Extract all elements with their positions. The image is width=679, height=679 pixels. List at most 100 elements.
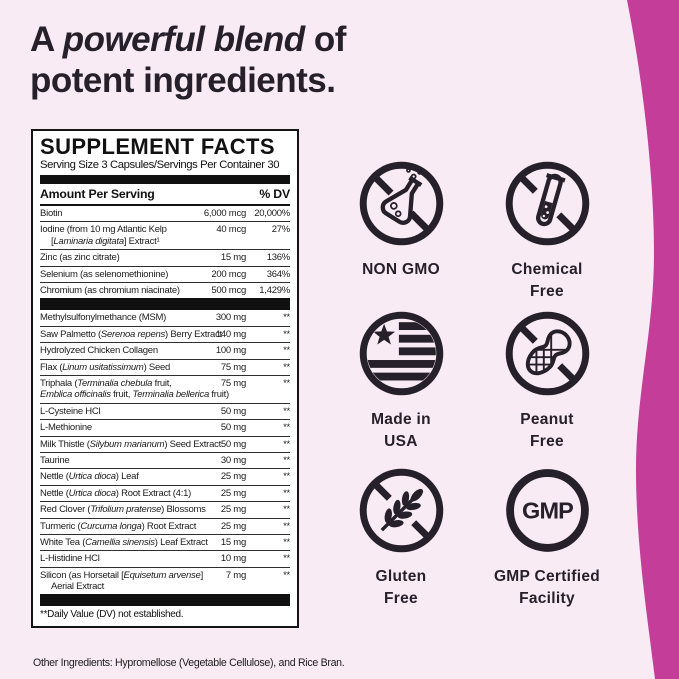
ingredient-amount: 7 mg bbox=[225, 569, 246, 581]
amount-per-serving-header: Amount Per Serving bbox=[40, 187, 155, 202]
table-row: Hydrolyzed Chicken Collagen 100 mg ** bbox=[40, 343, 290, 360]
ingredient-name: L-Cysteine HCl bbox=[40, 405, 101, 417]
ingredient-amount: 6,000 mcg bbox=[203, 208, 246, 220]
table-row: Selenium (as selenomethionine) 200 mcg 364… bbox=[40, 267, 291, 284]
ingredient-amount: 15 mg bbox=[220, 536, 246, 548]
ingredient-amount: 100 mg bbox=[215, 345, 246, 357]
ingredient-name: Flax (Linum usitatissimum) Seed bbox=[40, 361, 171, 373]
ingredient-amount: 25 mg bbox=[220, 471, 246, 483]
ingredient-dv: ** bbox=[283, 438, 290, 450]
table-row: L-Cysteine HCl 50 mg ** bbox=[40, 404, 290, 421]
badge-label: Chemical Free bbox=[511, 261, 583, 300]
ingredient-name-line2: [Laminaria digitata] Extract¹ bbox=[51, 235, 160, 247]
ingredient-amount: 25 mg bbox=[220, 487, 246, 499]
badge-chemical-free: Chemical Free bbox=[474, 160, 620, 302]
ingredient-name: Milk Thistle (Silybum marianum) Seed Ext… bbox=[40, 438, 222, 450]
table-row: Flax (Linum usitatissimum) Seed 75 mg ** bbox=[40, 360, 290, 376]
ingredient-dv: ** bbox=[283, 504, 290, 516]
page-title-emphasis: powerful blend bbox=[62, 20, 305, 59]
ingredient-name-line2: Aerial Extract bbox=[51, 581, 104, 593]
ingredient-amount: 25 mg bbox=[220, 520, 246, 532]
badge-gluten-free: Gluten Free bbox=[328, 467, 474, 609]
ingredient-amount: 10 mg bbox=[220, 553, 246, 565]
badge-label: GMP Certified Facility bbox=[493, 568, 601, 607]
ingredient-amount: 300 mg bbox=[215, 312, 246, 324]
table-row: Silicon (as Horsetail [Equisetum arvense… bbox=[40, 568, 290, 595]
ingredient-dv: 364% bbox=[266, 268, 291, 280]
daily-value-footnote: **Daily Value (DV) not established. bbox=[40, 609, 184, 621]
ingredient-amount: 75 mg bbox=[220, 361, 246, 373]
ingredient-amount: 50 mg bbox=[220, 422, 246, 434]
ingredient-amount: 140 mg bbox=[215, 328, 246, 340]
ingredient-name: Red Clover (Trifolium pratense) Blossoms bbox=[40, 504, 206, 516]
badge-label: Made in USA bbox=[371, 411, 431, 450]
column-header-row: Amount Per Serving % DV bbox=[40, 184, 290, 207]
table-row: Nettle (Urtica dioca) Leaf 25 mg ** bbox=[40, 469, 290, 486]
ingredient-dv: ** bbox=[283, 471, 290, 483]
ingredient-amount: 200 mcg bbox=[211, 268, 246, 280]
badge-made-in-usa: Made in USA bbox=[328, 310, 474, 452]
ingredient-dv: ** bbox=[283, 520, 290, 532]
ingredient-amount: 30 mg bbox=[220, 454, 246, 466]
usa-flag-icon bbox=[359, 311, 443, 396]
supplement-facts-panel: SUPPLEMENT FACTS Serving Size 3 Capsules… bbox=[31, 129, 299, 629]
blend-section: Methylsulfonylmethance (MSM) 300 mg ** Saw … bbox=[40, 310, 290, 594]
ingredient-name: Zinc (as zinc citrate) bbox=[40, 252, 120, 264]
ingredient-name-line2: Emblica officinalis fruit, Terminalia be… bbox=[40, 389, 229, 401]
gmp-circle-icon: GMP bbox=[505, 469, 589, 552]
ingredient-name: Turmeric (Curcuma longa) Root Extract bbox=[40, 520, 197, 532]
page-title-line2: potent ingredients. bbox=[30, 60, 336, 100]
badge-label: NON GMO bbox=[362, 261, 440, 278]
ingredient-name: Taurine bbox=[40, 454, 70, 466]
ingredient-dv: ** bbox=[283, 569, 290, 581]
ingredient-dv: ** bbox=[283, 361, 290, 373]
badge-row-2: Made in USA Peanut Free bbox=[328, 310, 620, 452]
table-row: Methylsulfonylmethance (MSM) 300 mg ** bbox=[40, 310, 290, 327]
ingredient-name: Methylsulfonylmethance (MSM) bbox=[40, 312, 167, 324]
ingredient-amount: 40 mcg bbox=[216, 224, 246, 236]
ingredient-dv: ** bbox=[283, 422, 290, 434]
divider-bar bbox=[40, 298, 290, 311]
serving-size-line: Serving Size 3 Capsules/Servings Per Con… bbox=[40, 159, 280, 172]
ingredient-dv: 27% bbox=[271, 224, 291, 236]
ingredient-dv: ** bbox=[283, 378, 290, 389]
ingredient-dv: ** bbox=[283, 405, 290, 417]
table-row: Taurine 30 mg ** bbox=[40, 453, 290, 470]
page-title-suffix: of bbox=[304, 20, 347, 59]
ingredient-amount: 15 mg bbox=[220, 252, 246, 264]
ingredient-name: Nettle (Urtica dioca) Root Extract (4:1) bbox=[40, 487, 192, 499]
ingredient-name: Chromium (as chromium niacinate) bbox=[40, 285, 180, 297]
gmp-text: GMP bbox=[522, 497, 573, 523]
divider-bar bbox=[40, 594, 290, 607]
ingredient-name: Iodine (from 10 mg Atlantic Kelp [Laminar… bbox=[40, 224, 204, 247]
ingredient-amount: 75 mg bbox=[220, 378, 246, 389]
no-gluten-wheat-icon bbox=[359, 468, 443, 553]
table-row: Saw Palmetto (Serenoa repens) Berry Extr… bbox=[40, 327, 290, 344]
ingredient-dv: ** bbox=[283, 312, 290, 324]
table-row: Milk Thistle (Silybum marianum) Seed Ext… bbox=[40, 437, 290, 453]
ingredient-dv: ** bbox=[283, 454, 290, 466]
ingredient-dv: 136% bbox=[266, 252, 291, 264]
table-row: Chromium (as chromium niacinate) 500 mcg 1… bbox=[40, 283, 290, 298]
table-row: L-Histidine HCl 10 mg ** bbox=[40, 551, 290, 568]
ingredient-dv: 20,000% bbox=[254, 208, 290, 220]
ingredient-name: White Tea (Camellia sinensis) Leaf Extra… bbox=[40, 536, 208, 548]
table-row: L-Methionine 50 mg ** bbox=[40, 420, 290, 437]
ingredient-dv: ** bbox=[283, 487, 290, 499]
other-ingredients-line: Other Ingredients: Hypromellose (Vegetab… bbox=[33, 657, 345, 669]
page-title: A powerful blend of potent ingredients. bbox=[30, 20, 590, 101]
table-row: Turmeric (Curcuma longa) Root Extract 25 … bbox=[40, 519, 290, 535]
table-row: Red Clover (Trifolium pratense) Blossoms… bbox=[40, 502, 290, 519]
panel-title: SUPPLEMENT FACTS bbox=[40, 134, 275, 159]
dv-header: % DV bbox=[259, 187, 290, 202]
ingredient-dv: ** bbox=[283, 536, 290, 548]
ingredient-name: Saw Palmetto (Serenoa repens) Berry Extr… bbox=[40, 328, 222, 340]
ingredient-amount: 50 mg bbox=[220, 405, 246, 417]
ingredient-dv: 1,429% bbox=[259, 285, 290, 297]
ingredient-dv: ** bbox=[283, 553, 290, 565]
ingredient-dv: ** bbox=[283, 328, 290, 340]
ingredient-name: Selenium (as selenomethionine) bbox=[40, 268, 169, 280]
badge-row-3: Gluten Free GMP GMP Certified Facility bbox=[328, 467, 620, 609]
table-row: White Tea (Camellia sinensis) Leaf Extra… bbox=[40, 535, 290, 552]
